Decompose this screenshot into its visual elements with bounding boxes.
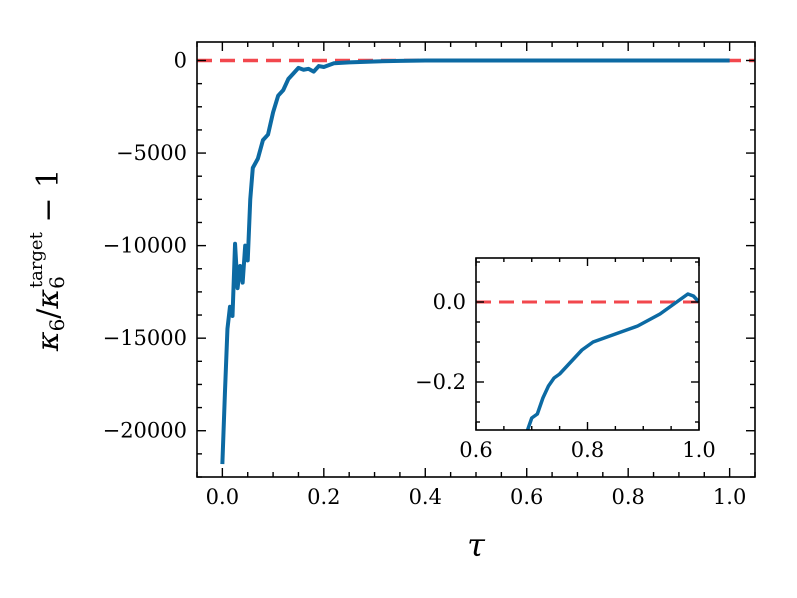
- inset-axes-frame: [475, 257, 700, 431]
- inset-y-tick-label: −0.2: [415, 370, 466, 394]
- main-axes-frame: [196, 41, 756, 478]
- inset-ticks-group: 0.6 0.8 1.0 0.0 −0.2: [415, 258, 716, 462]
- y-axis-label: κ6/κ6target − 1: [26, 169, 69, 352]
- main-x-tick-label: 0.2: [307, 485, 340, 509]
- main-x-tick-label: 1.0: [713, 485, 746, 509]
- y-label-tail: − 1: [31, 169, 66, 232]
- y-label-base-2: κ: [31, 289, 66, 310]
- svg-text:κ6/κ6target − 1: κ6/κ6target − 1: [26, 169, 69, 352]
- inset-y-tick-label: 0.0: [433, 290, 466, 314]
- main-x-tick-label: 0.8: [611, 485, 644, 509]
- y-label-sup: target: [26, 231, 47, 288]
- y-label-sub-1: 6: [45, 319, 69, 332]
- inset-panel: 0.6 0.8 1.0 0.0 −0.2: [415, 257, 716, 462]
- main-series-line-0: [220, 58, 730, 465]
- inset-series-line-0: [525, 292, 699, 430]
- y-label-base-1: κ: [31, 331, 66, 352]
- main-x-tick-label: 0.6: [510, 485, 543, 509]
- main-y-tick-label: −15000: [103, 326, 187, 350]
- inset-x-tick-label: 0.6: [459, 438, 492, 462]
- main-y-tick-label: −5000: [116, 141, 187, 165]
- y-label-sub-2: 6: [45, 276, 69, 289]
- inset-x-tick-label: 1.0: [682, 438, 715, 462]
- main-x-tick-label: 0.0: [206, 485, 239, 509]
- inset-x-tick-label: 0.8: [571, 438, 604, 462]
- main-series-group: [220, 58, 730, 465]
- main-y-tick-label: −10000: [103, 234, 187, 258]
- main-ticks-group: 0.0 0.2 0.4 0.6 0.8 1.0 0 −5000 −10000 −15000 −200…: [103, 42, 756, 509]
- main-x-tick-label: 0.4: [409, 485, 442, 509]
- x-axis-label: τ: [467, 526, 486, 564]
- main-y-tick-label: 0: [174, 49, 187, 73]
- main-y-tick-label: −20000: [103, 419, 187, 443]
- inset-series-group: [525, 292, 699, 430]
